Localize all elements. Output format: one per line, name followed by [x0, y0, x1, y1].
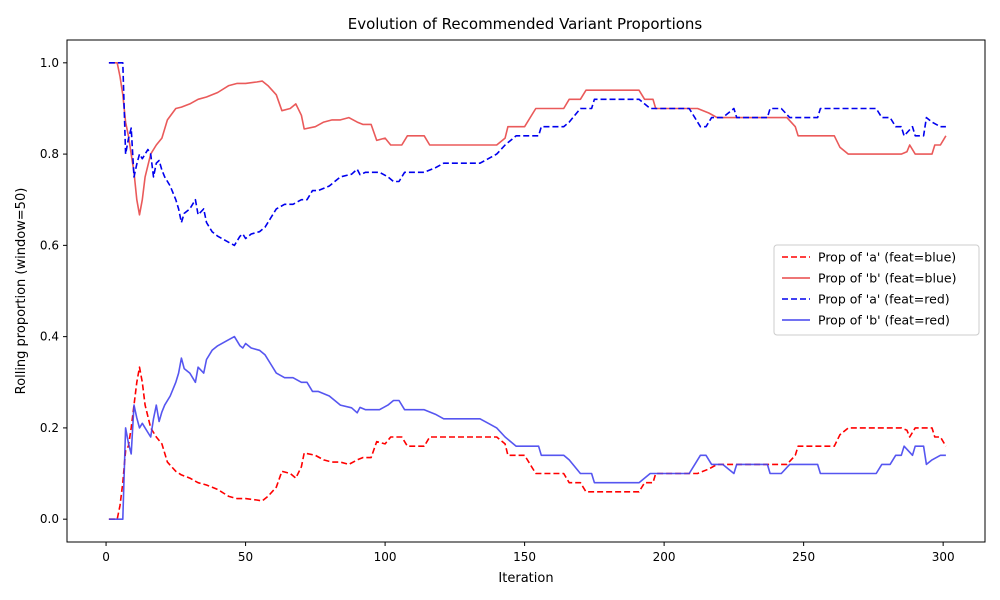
series-line-2: [108, 62, 946, 247]
legend-label: Prop of 'a' (feat=red): [818, 292, 950, 307]
series-line-1: [108, 62, 947, 216]
x-tick-label: 250: [792, 550, 815, 564]
y-tick-label: 0.2: [40, 421, 59, 435]
x-tick-label: 150: [513, 550, 536, 564]
y-tick-label: 1.0: [40, 56, 59, 70]
legend-box: [773, 244, 980, 336]
series-line-3: [108, 335, 946, 520]
x-tick-label: 200: [653, 550, 676, 564]
legend: Prop of 'a' (feat=blue) Prop of 'b' (feat…: [773, 244, 980, 336]
x-axis: 0 50 100 150 200 250 300: [102, 542, 955, 564]
y-tick-label: 0.0: [40, 512, 59, 526]
series-line-0: [108, 366, 947, 520]
legend-label: Prop of 'a' (feat=blue): [818, 250, 956, 265]
x-tick-label: 50: [238, 550, 253, 564]
y-tick-label: 0.8: [40, 147, 59, 161]
x-tick-label: 100: [374, 550, 397, 564]
y-tick-label: 0.6: [40, 238, 59, 252]
x-tick-label: 300: [932, 550, 955, 564]
y-axis-label: Rolling proportion (window=50): [14, 188, 29, 395]
plot-frame: [66, 39, 986, 543]
y-axis: 0.0 0.2 0.4 0.6 0.8 1.0: [40, 56, 67, 526]
legend-label: Prop of 'b' (feat=red): [818, 313, 950, 328]
legend-label: Prop of 'b' (feat=blue): [818, 271, 956, 286]
y-tick-label: 0.4: [40, 330, 59, 344]
x-axis-label: Iteration: [498, 571, 553, 586]
chart-title: Evolution of Recommended Variant Proport…: [348, 15, 703, 33]
x-tick-label: 0: [102, 550, 110, 564]
